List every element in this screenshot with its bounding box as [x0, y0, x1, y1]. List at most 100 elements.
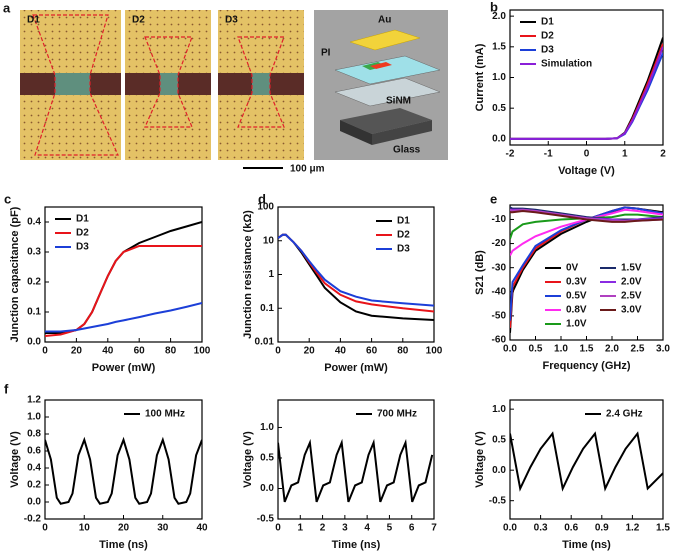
y-tick-label: 1.0	[27, 412, 41, 423]
glass-side	[372, 120, 432, 145]
y-tick-label: 0.8	[27, 429, 41, 440]
x-tick-label: 0.6	[564, 523, 578, 534]
y-tick-label: -40	[492, 286, 507, 297]
x-tick-label: 2	[320, 523, 326, 534]
substrate-layer	[334, 77, 441, 107]
legend-label: D1	[397, 216, 410, 227]
x-tick-label: 0.9	[595, 523, 609, 534]
x-tick-label: 1.2	[625, 523, 639, 534]
au-electrode	[349, 29, 421, 51]
x-tick-label: 4	[364, 523, 370, 534]
x-tick-label: 1	[298, 523, 304, 534]
x-tick-label: -1	[544, 149, 553, 160]
silicon-bridge	[55, 73, 90, 95]
panel-label: b	[490, 0, 498, 14]
y-tick-label: 2.0	[492, 11, 506, 22]
y-axis-label: Junction resistance (kΩ)	[242, 210, 254, 339]
x-tick-label: 0	[42, 523, 48, 534]
y-tick-label: 1	[268, 269, 274, 280]
schematic-label: SiNM	[386, 96, 411, 107]
x-tick-label: 2	[660, 149, 666, 160]
legend-label: D3	[541, 45, 554, 56]
x-tick-label: 1.5	[656, 523, 670, 534]
series-line	[510, 37, 663, 140]
y-tick-label: 0.0	[260, 483, 274, 494]
panel-label: f	[4, 381, 9, 396]
scale-bar-label: 100 μm	[290, 164, 325, 175]
x-tick-label: 3.0	[656, 344, 670, 355]
y-tick-label: 0.5	[492, 434, 506, 445]
legend-label: D3	[76, 242, 89, 253]
glass	[340, 108, 432, 134]
x-tick-label: 2.5	[631, 344, 645, 355]
x-tick-label: 80	[165, 346, 177, 357]
plot-frame	[277, 206, 435, 343]
x-tick-label: 0.0	[503, 344, 517, 355]
y-axis-label: Voltage (V)	[9, 431, 21, 488]
y-tick-label: 1.0	[260, 422, 274, 433]
legend-label: 2.5V	[621, 291, 642, 302]
legend-label: D1	[76, 214, 89, 225]
device-label: D1	[27, 15, 40, 26]
x-tick-label: 10	[79, 523, 91, 534]
y-tick-label: -0.2	[24, 514, 42, 525]
device-outline	[237, 36, 285, 128]
legend-label: D2	[76, 228, 89, 239]
y-tick-label: 0.3	[27, 247, 41, 258]
x-axis-label: Time (ns)	[99, 539, 148, 551]
x-axis-label: Time (ns)	[332, 539, 381, 551]
series-line	[278, 233, 434, 321]
x-tick-label: 0.3	[534, 523, 548, 534]
glass-side	[340, 120, 372, 145]
legend-label: D1	[541, 17, 554, 28]
y-tick-label: 100	[257, 202, 274, 213]
series-line	[45, 436, 202, 505]
x-tick-label: 0	[42, 346, 48, 357]
y-tick-label: 0.0	[492, 465, 506, 476]
x-tick-label: 6	[409, 523, 415, 534]
x-tick-label: 40	[196, 523, 208, 534]
x-tick-label: 30	[157, 523, 169, 534]
y-tick-label: -30	[492, 262, 507, 273]
x-tick-label: 60	[134, 346, 146, 357]
schematic-label: Au	[378, 15, 391, 26]
x-axis-label: Power (mW)	[324, 362, 388, 374]
legend-label: 1.0V	[566, 319, 587, 330]
x-tick-label: 60	[366, 346, 378, 357]
x-tick-label: 3	[342, 523, 348, 534]
legend-label: 100 MHz	[145, 409, 185, 420]
y-tick-label: 0.2	[27, 480, 41, 491]
y-tick-label: -60	[492, 335, 507, 346]
x-tick-label: 80	[397, 346, 409, 357]
series-line	[278, 438, 434, 503]
panel-label: e	[490, 191, 497, 206]
x-tick-label: 100	[194, 346, 211, 357]
x-tick-label: 1.5	[580, 344, 594, 355]
device-label: D2	[132, 15, 145, 26]
y-tick-label: -20	[492, 238, 507, 249]
y-tick-label: 0.1	[27, 307, 41, 318]
series-line	[278, 233, 434, 313]
y-tick-label: 0.4	[27, 463, 41, 474]
device-outline	[144, 36, 193, 128]
x-tick-label: 40	[335, 346, 347, 357]
y-tick-label: 1.2	[27, 395, 41, 406]
plot-frame	[509, 9, 664, 146]
series-line	[510, 213, 663, 240]
legend-label: 3.0V	[621, 305, 642, 316]
legend-label: 1.5V	[621, 263, 642, 274]
y-tick-label: 0.2	[27, 277, 41, 288]
y-axis-label: S21 (dB)	[474, 250, 486, 295]
y-tick-label: 0.0	[492, 134, 506, 145]
x-tick-label: 100	[426, 346, 443, 357]
x-axis-label: Frequency (GHz)	[542, 360, 630, 372]
series-line	[45, 221, 202, 334]
series-line	[510, 209, 663, 223]
y-tick-label: -10	[492, 214, 507, 225]
legend-label: 700 MHz	[377, 409, 417, 420]
x-tick-label: 40	[102, 346, 114, 357]
plot-frame	[44, 206, 203, 343]
x-tick-label: 20	[304, 346, 316, 357]
series-line	[510, 46, 663, 140]
